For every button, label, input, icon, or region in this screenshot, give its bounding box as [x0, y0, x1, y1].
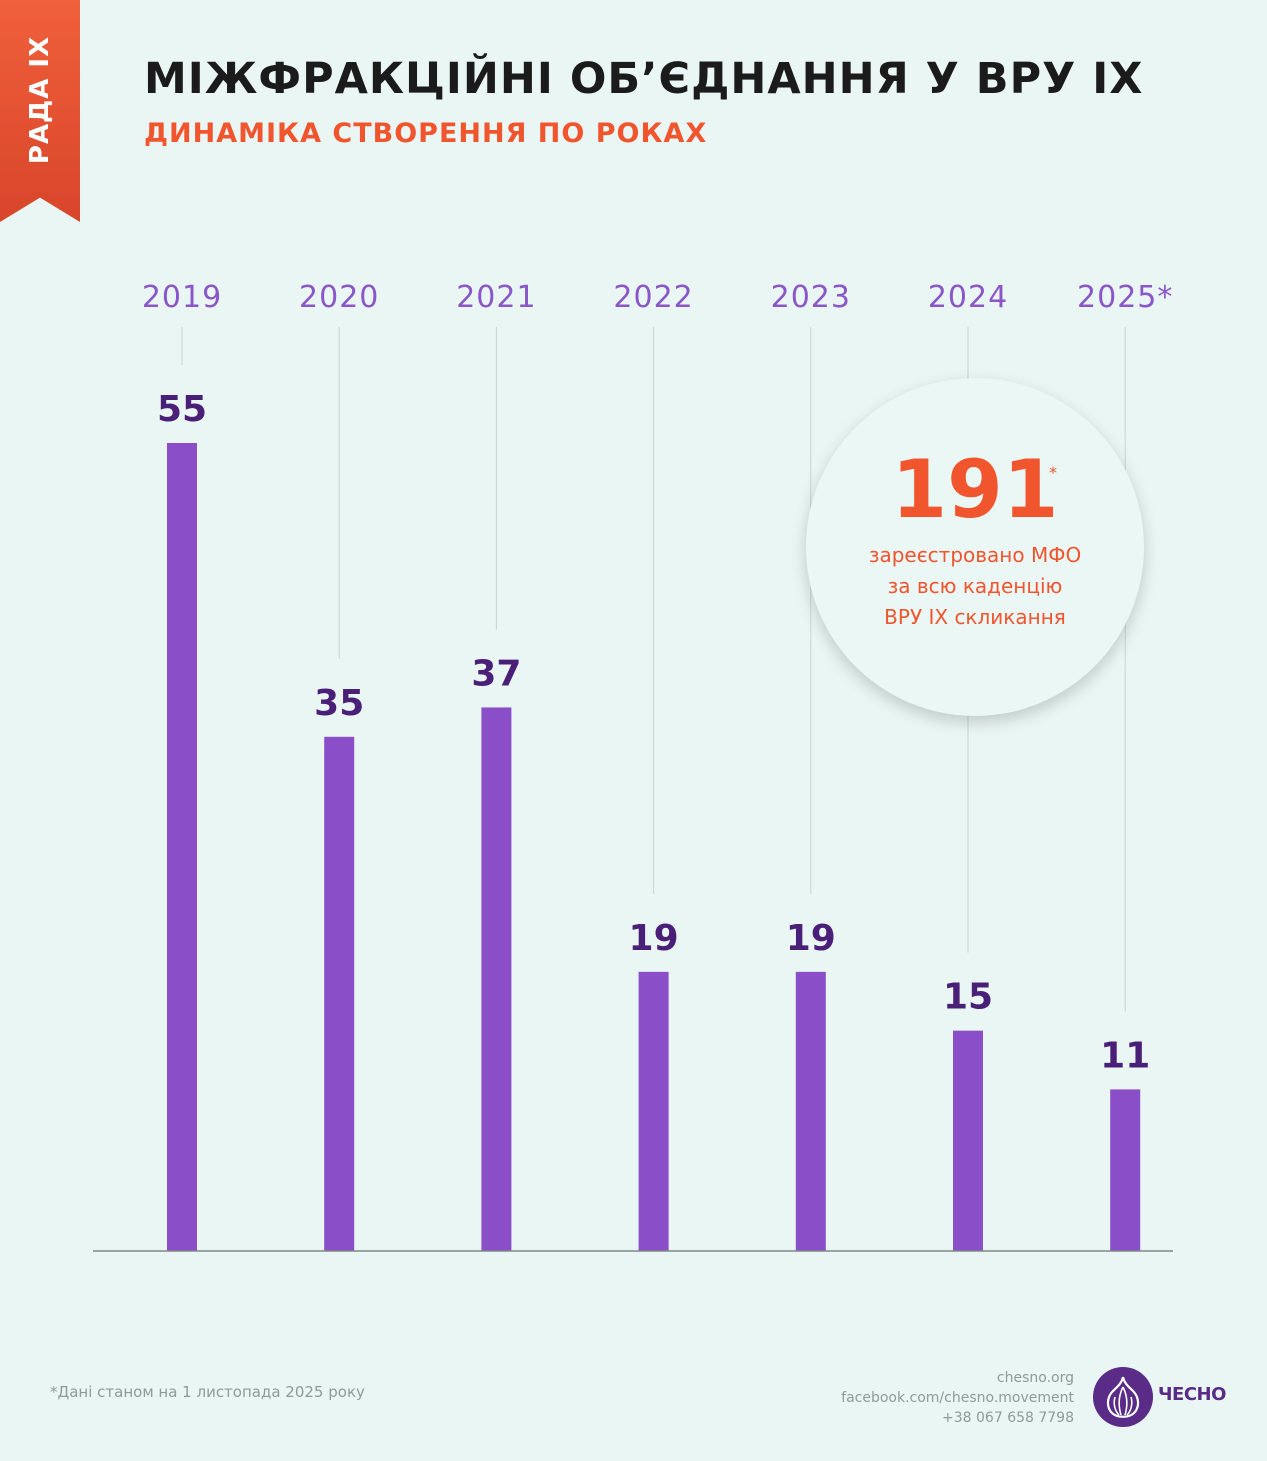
bar: [167, 443, 197, 1251]
garlic-icon: [1093, 1367, 1153, 1427]
x-tick-label: 2020: [299, 280, 379, 315]
summary-circle: 191 * зареєстровано МФО за всю каденцію …: [806, 378, 1144, 716]
logo-text: ЧЕСНО: [1158, 1384, 1226, 1405]
bar: [481, 707, 512, 1251]
x-tick-label: 2024: [928, 280, 1008, 315]
data-label: 55: [157, 389, 207, 430]
x-tick-label: 2022: [613, 280, 693, 315]
data-label: 15: [943, 977, 993, 1018]
bar: [795, 971, 826, 1251]
summary-number: 191: [891, 443, 1059, 536]
x-tick-label: 2019: [142, 280, 222, 315]
x-tick-label: 2025*: [1077, 280, 1173, 315]
contact-website: chesno.org: [996, 1370, 1074, 1386]
data-label: 19: [786, 918, 836, 959]
summary-line: зареєстровано МФО: [868, 543, 1082, 567]
bar: [324, 736, 355, 1251]
data-label: 19: [629, 918, 679, 959]
contacts-block: chesno.org facebook.com/chesno.movement …: [841, 1368, 1074, 1428]
summary-text: зареєстровано МФО за всю каденцію ВРУ IX…: [816, 540, 1134, 633]
summary-asterisk: *: [1049, 463, 1057, 482]
summary-line: за всю каденцію: [887, 574, 1063, 598]
contact-phone: +38 067 658 7798: [942, 1410, 1074, 1426]
data-label: 37: [471, 653, 521, 694]
bar: [1110, 1089, 1141, 1251]
page-subtitle: ДИНАМІКА СТВОРЕННЯ ПО РОКАХ: [144, 118, 708, 149]
summary-line: ВРУ IX скликання: [884, 605, 1066, 629]
page-title: МІЖФРАКЦІЙНІ ОБ’ЄДНАННЯ У ВРУ ІХ: [144, 54, 1144, 104]
bar: [638, 971, 669, 1251]
data-label: 11: [1100, 1035, 1150, 1076]
footnote: *Дані станом на 1 листопада 2025 року: [50, 1383, 365, 1401]
bar: [953, 1030, 983, 1251]
x-tick-label: 2023: [771, 280, 851, 315]
ribbon-badge: [0, 0, 80, 222]
data-label: 35: [314, 683, 364, 724]
x-tick-label: 2021: [456, 280, 536, 315]
contact-facebook: facebook.com/chesno.movement: [841, 1390, 1074, 1406]
